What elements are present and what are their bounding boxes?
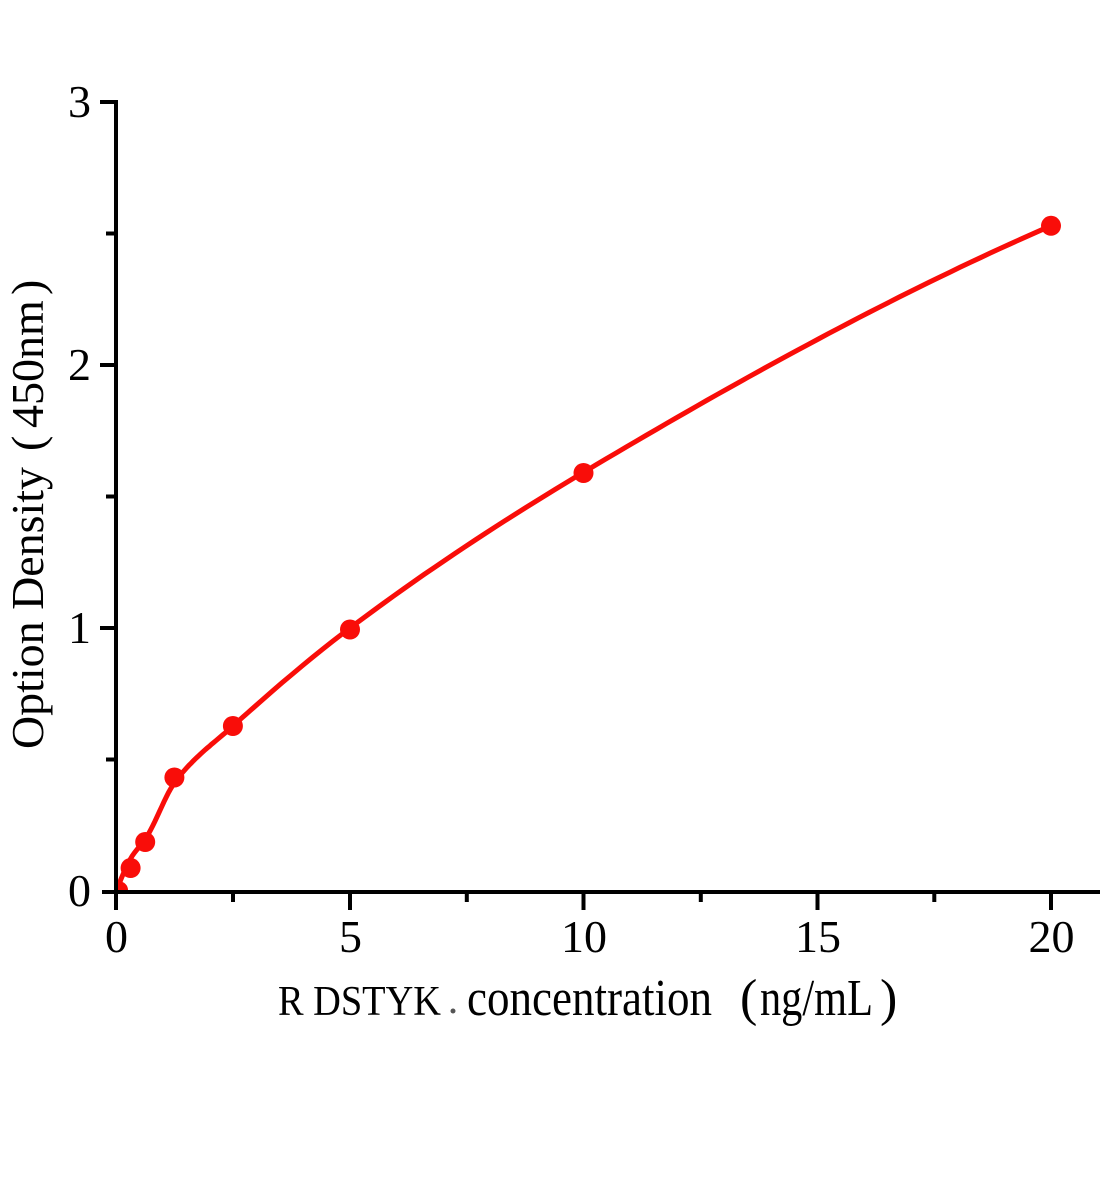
svg-text:(: ( bbox=[740, 970, 757, 1027]
svg-text:): ) bbox=[880, 970, 897, 1027]
svg-text:): ) bbox=[2, 280, 53, 295]
svg-text:450nm: 450nm bbox=[2, 300, 53, 428]
svg-text:20: 20 bbox=[1029, 911, 1075, 962]
svg-text:ng/mL: ng/mL bbox=[760, 970, 873, 1027]
svg-text:(: ( bbox=[2, 436, 53, 451]
svg-text:1: 1 bbox=[68, 602, 91, 653]
svg-text:0: 0 bbox=[68, 865, 91, 916]
svg-text:R DSTYK: R DSTYK bbox=[278, 979, 441, 1025]
svg-text:3: 3 bbox=[68, 76, 91, 127]
svg-text:5: 5 bbox=[339, 911, 362, 962]
svg-text:10: 10 bbox=[561, 911, 607, 962]
svg-text:0: 0 bbox=[105, 911, 128, 962]
svg-text:2: 2 bbox=[68, 339, 91, 390]
svg-text:Option Density: Option Density bbox=[2, 467, 53, 749]
svg-text:concentration: concentration bbox=[467, 970, 712, 1027]
svg-text:15: 15 bbox=[795, 911, 841, 962]
